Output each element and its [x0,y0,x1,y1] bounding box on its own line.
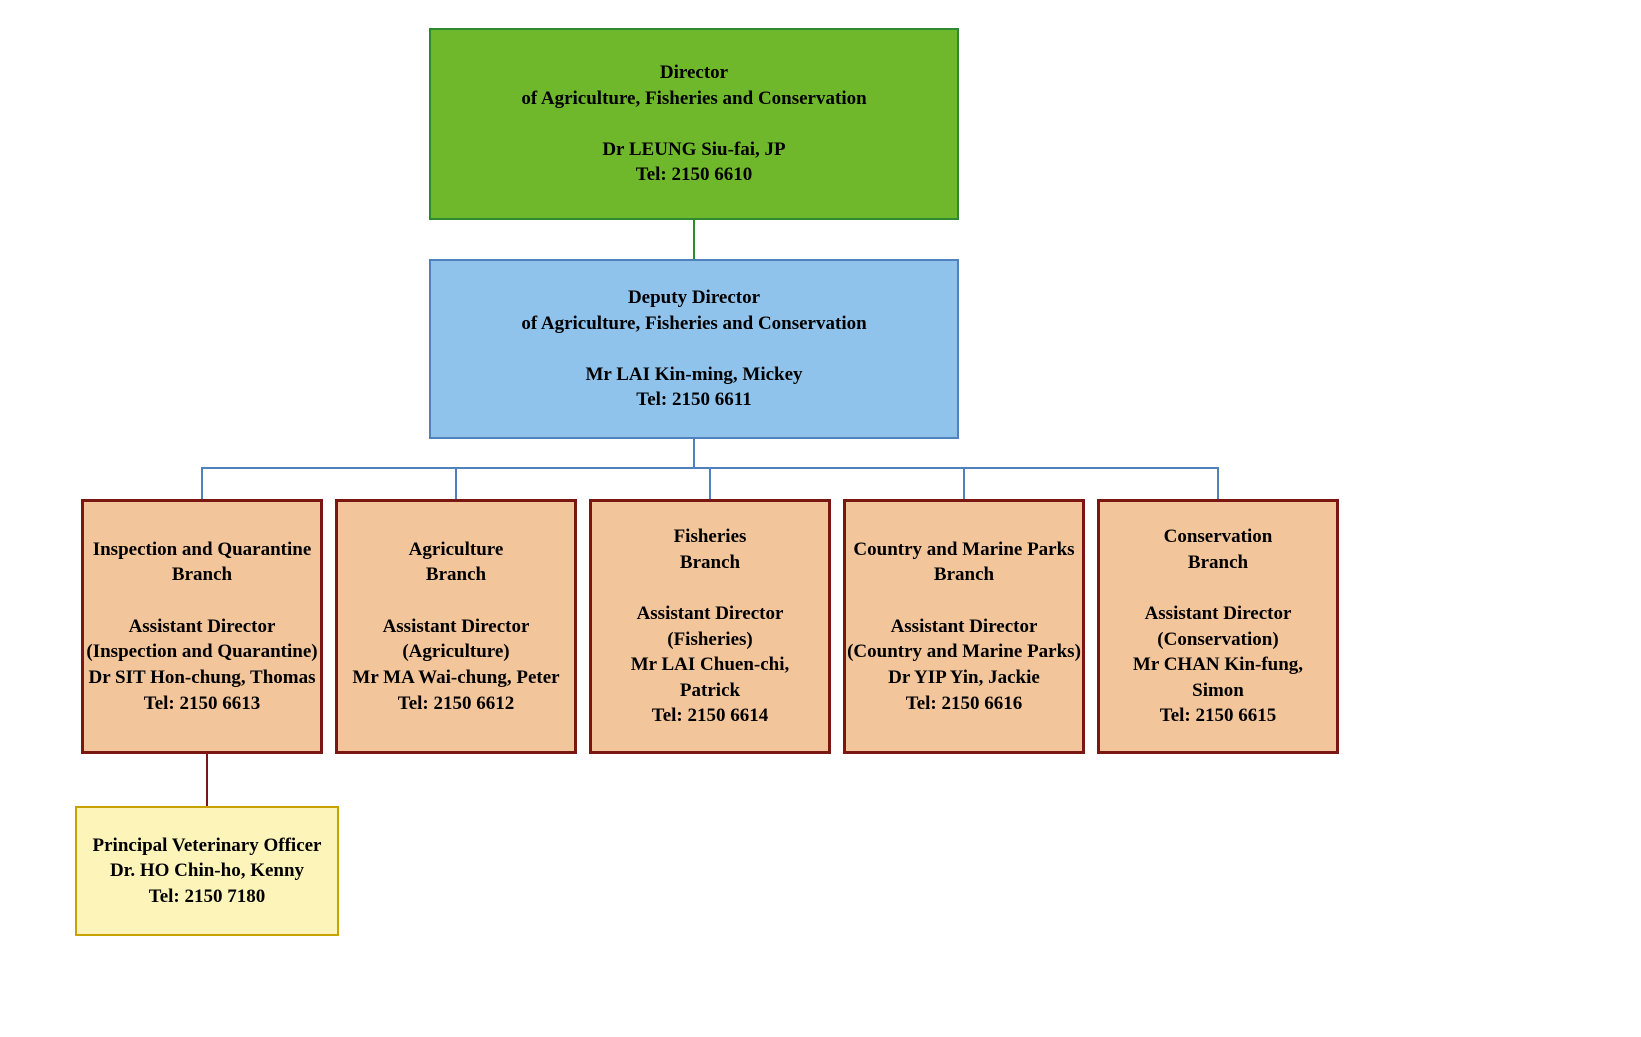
org-node-title-line1: Agriculture [409,537,504,563]
org-node-title-line2: Branch [1188,550,1248,576]
org-node-name-line2: Simon [1192,678,1244,704]
org-node-title-line1: Director [660,60,728,86]
org-node-tel: Tel: 2150 6612 [398,691,514,717]
org-node-tel: Tel: 2150 7180 [149,884,265,910]
org-node-title-line2: of Agriculture, Fisheries and Conservati… [521,311,866,337]
connector-line [201,467,203,499]
org-node-title-line2: Branch [172,562,232,588]
org-node-role-line1: Assistant Director [383,614,530,640]
org-node-country-marine-parks-branch: Country and Marine Parks Branch Assistan… [843,499,1085,754]
org-node-name-line1: Mr CHAN Kin-fung, [1133,652,1303,678]
connector-line [1217,467,1219,499]
org-node-tel: Tel: 2150 6610 [636,162,752,188]
org-node-name: Dr. HO Chin-ho, Kenny [110,858,304,884]
connector-line [963,467,965,499]
connector-line [693,220,695,259]
org-node-name: Dr YIP Yin, Jackie [888,665,1040,691]
org-node-name: Dr SIT Hon-chung, Thomas [88,665,315,691]
org-node-role-line2: (Country and Marine Parks) [847,639,1081,665]
org-node-title-line2: Branch [426,562,486,588]
org-node-role-line1: Assistant Director [637,601,784,627]
org-node-tel: Tel: 2150 6616 [906,691,1022,717]
org-node-conservation-branch: Conservation Branch Assistant Director (… [1097,499,1339,754]
org-node-deputy-director: Deputy Director of Agriculture, Fisherie… [429,259,959,439]
org-node-role-line2: (Inspection and Quarantine) [86,639,317,665]
org-node-title-line1: Fisheries [674,524,747,550]
org-node-role-line1: Assistant Director [891,614,1038,640]
org-node-tel: Tel: 2150 6614 [652,703,768,729]
org-node-fisheries-branch: Fisheries Branch Assistant Director (Fis… [589,499,831,754]
org-node-title: Principal Veterinary Officer [93,833,322,859]
org-node-name: Mr MA Wai-chung, Peter [352,665,559,691]
org-node-title-line1: Conservation [1164,524,1273,550]
org-node-title-line2: of Agriculture, Fisheries and Conservati… [521,86,866,112]
org-node-name: Dr LEUNG Siu-fai, JP [602,137,785,163]
org-node-role-line2: (Conservation) [1157,627,1278,653]
org-node-role-line2: (Agriculture) [402,639,509,665]
org-node-tel: Tel: 2150 6611 [636,387,751,413]
org-node-title-line1: Deputy Director [628,285,760,311]
org-node-title-line1: Country and Marine Parks [853,537,1074,563]
org-node-title-line1: Inspection and Quarantine [93,537,312,563]
org-node-role-line1: Assistant Director [1145,601,1292,627]
org-node-agriculture-branch: Agriculture Branch Assistant Director (A… [335,499,577,754]
org-node-name-line2: Patrick [680,678,740,704]
org-node-name: Mr LAI Kin-ming, Mickey [585,362,802,388]
org-node-name-line1: Mr LAI Chuen-chi, [631,652,790,678]
org-node-title-line2: Branch [680,550,740,576]
connector-line [693,439,695,467]
org-node-role-line2: (Fisheries) [667,627,752,653]
org-node-principal-veterinary-officer: Principal Veterinary Officer Dr. HO Chin… [75,806,339,936]
org-node-inspection-quarantine-branch: Inspection and Quarantine Branch Assista… [81,499,323,754]
org-node-tel: Tel: 2150 6615 [1160,703,1276,729]
org-node-director: Director of Agriculture, Fisheries and C… [429,28,959,220]
org-node-title-line2: Branch [934,562,994,588]
connector-line [709,467,711,499]
org-node-tel: Tel: 2150 6613 [144,691,260,717]
connector-line [455,467,457,499]
connector-line [206,754,208,806]
org-node-role-line1: Assistant Director [129,614,276,640]
